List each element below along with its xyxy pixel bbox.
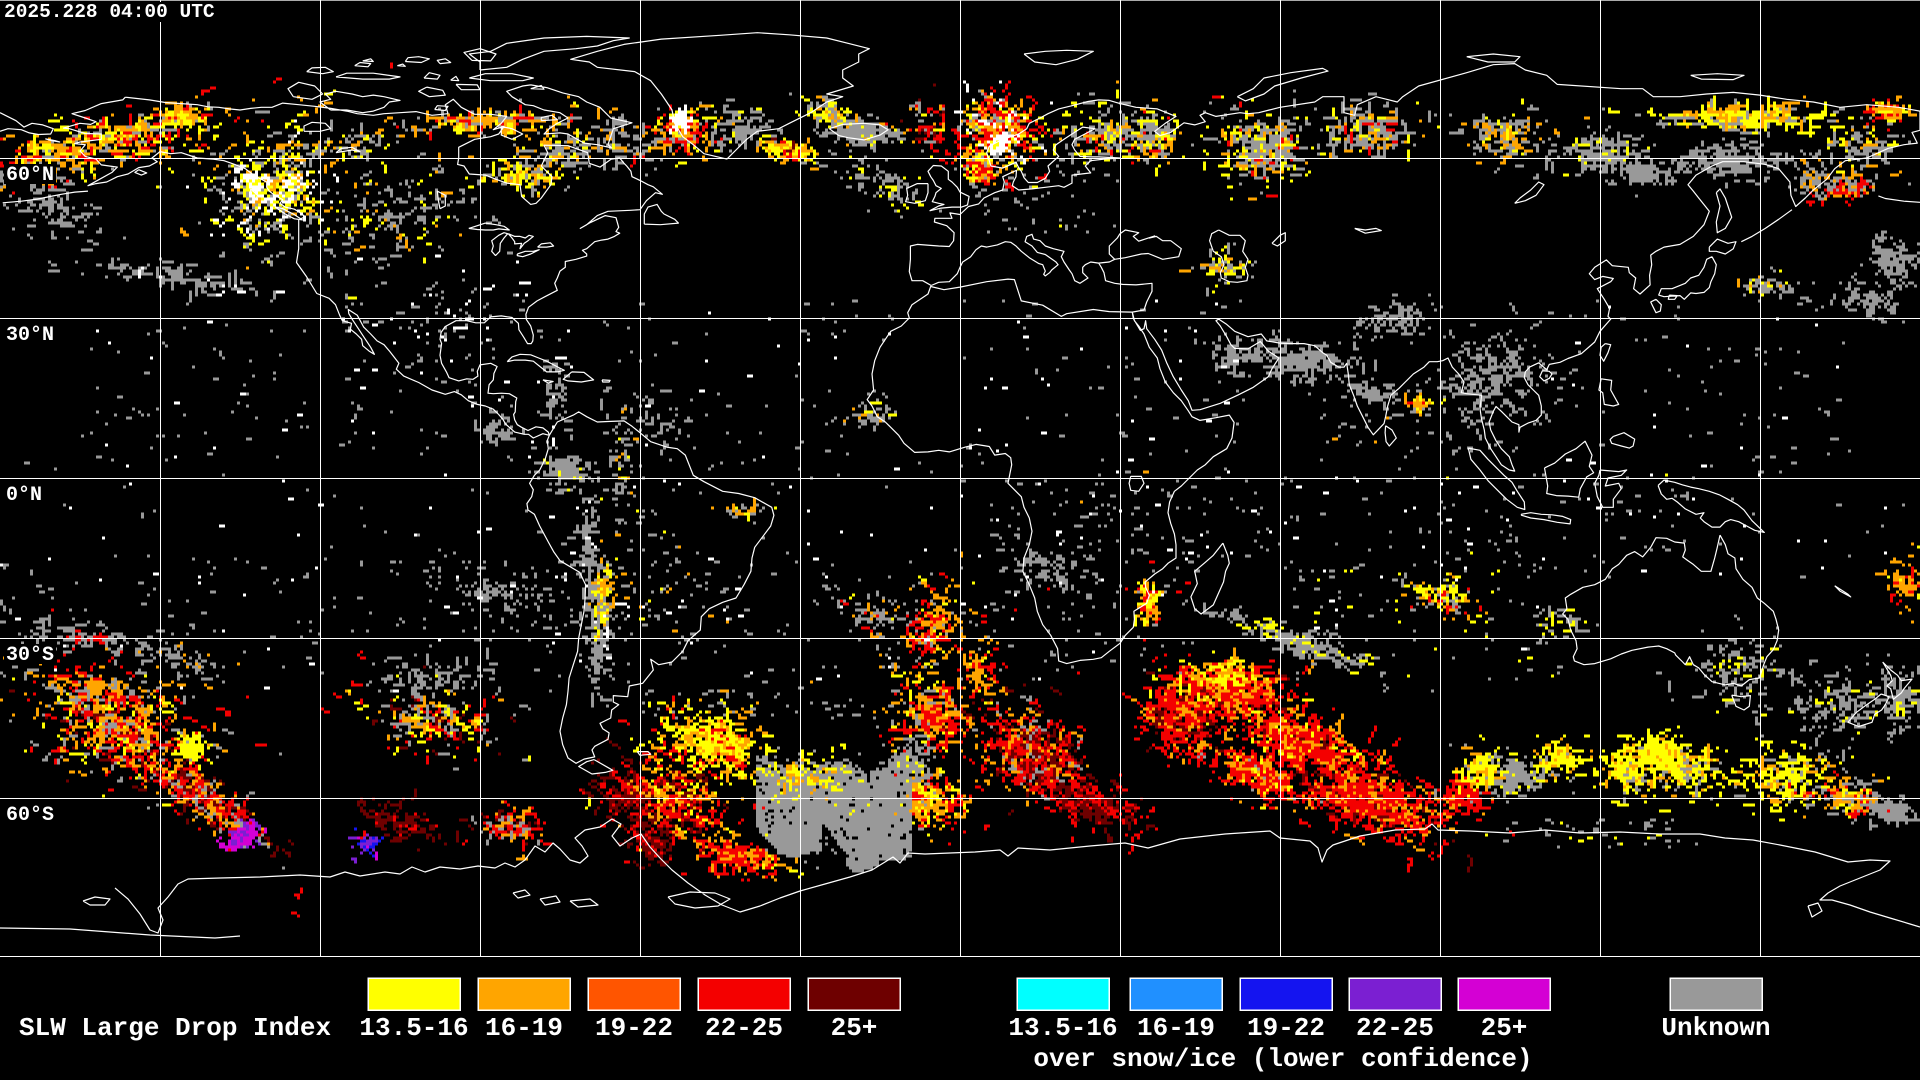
svg-text:30°N: 30°N	[6, 324, 54, 347]
svg-text:22-25: 22-25	[1356, 1013, 1434, 1043]
svg-text:Unknown: Unknown	[1661, 1013, 1770, 1043]
svg-text:19-22: 19-22	[595, 1013, 673, 1043]
svg-text:13.5-16: 13.5-16	[1008, 1013, 1117, 1043]
svg-text:30°S: 30°S	[6, 644, 54, 667]
svg-text:16-19: 16-19	[1137, 1013, 1215, 1043]
svg-text:over snow/ice (lower confidenc: over snow/ice (lower confidence)	[1033, 1044, 1532, 1074]
svg-text:22-25: 22-25	[705, 1013, 783, 1043]
svg-text:25+: 25+	[1481, 1013, 1528, 1043]
svg-text:19-22: 19-22	[1247, 1013, 1325, 1043]
svg-text:13.5-16: 13.5-16	[359, 1013, 468, 1043]
svg-text:0°N: 0°N	[6, 484, 42, 507]
svg-text:SLW Large Drop Index: SLW Large Drop Index	[19, 1013, 331, 1043]
svg-text:25+: 25+	[831, 1013, 878, 1043]
svg-text:60°S: 60°S	[6, 804, 54, 827]
svg-text:16-19: 16-19	[485, 1013, 563, 1043]
svg-text:60°N: 60°N	[6, 164, 54, 187]
svg-text:2025.228 04:00 UTC: 2025.228 04:00 UTC	[4, 1, 215, 23]
